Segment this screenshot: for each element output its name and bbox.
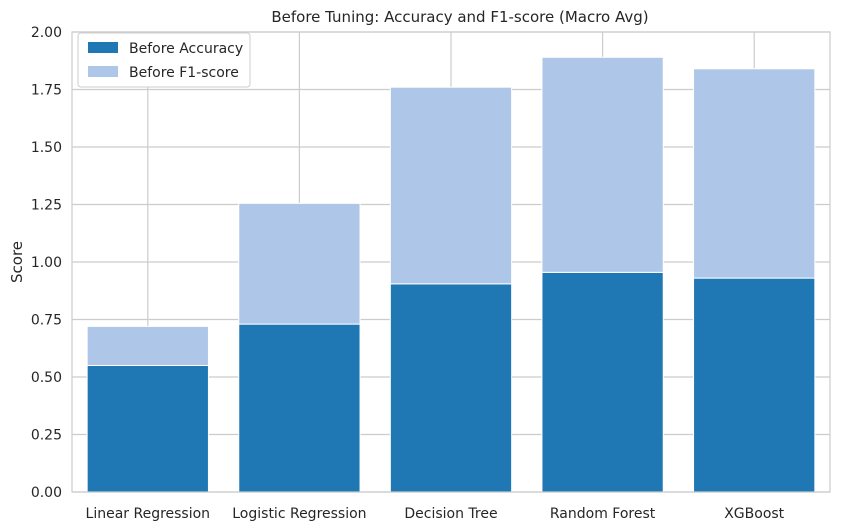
y-tick-label: 1.75	[31, 83, 62, 99]
x-tick-label: Logistic Regression	[232, 506, 366, 522]
legend-label-f1: Before F1-score	[129, 65, 239, 81]
y-tick-label: 1.00	[31, 255, 62, 271]
y-axis-label: Score	[8, 241, 26, 283]
bar-accuracy-4	[693, 277, 816, 493]
y-tick-label: 2.00	[31, 25, 62, 41]
x-tick-label: Random Forest	[550, 506, 656, 522]
y-tick-label: 1.25	[31, 198, 62, 214]
y-tick-label: 0.25	[31, 428, 62, 444]
legend-swatch-f1	[88, 66, 118, 77]
bar-f1-0	[86, 325, 209, 366]
x-tick-label: Linear Regression	[86, 506, 211, 522]
bar-accuracy-1	[238, 323, 361, 493]
plot-frame	[71, 31, 831, 493]
bar-f1-3	[541, 56, 664, 273]
legend: Before Accuracy Before F1-score	[77, 32, 251, 88]
legend-label-accuracy: Before Accuracy	[129, 41, 243, 57]
y-tick-label: 0.50	[31, 370, 62, 386]
chart-title: Before Tuning: Accuracy and F1-score (Ma…	[271, 8, 648, 26]
bar-f1-1	[238, 202, 361, 325]
bar-accuracy-0	[86, 365, 209, 493]
y-tick-label: 1.50	[31, 140, 62, 156]
x-tick-label: XGBoost	[724, 506, 784, 522]
legend-box	[77, 32, 251, 88]
y-tick-label: 0.00	[31, 485, 62, 501]
y-tick-label: 0.75	[31, 313, 62, 329]
legend-swatch-accuracy	[88, 42, 118, 53]
bar-f1-2	[389, 86, 513, 285]
ticks-layer: 0.00 0.25 0.50 0.75 1.00 1.25 1.50 1.75 2.00 Line…	[31, 25, 785, 522]
bar-accuracy-2	[389, 283, 513, 493]
x-tick-label: Decision Tree	[404, 506, 497, 522]
bar-accuracy-3	[541, 271, 664, 493]
bars-layer	[86, 56, 816, 493]
bar-f1-4	[693, 68, 816, 279]
